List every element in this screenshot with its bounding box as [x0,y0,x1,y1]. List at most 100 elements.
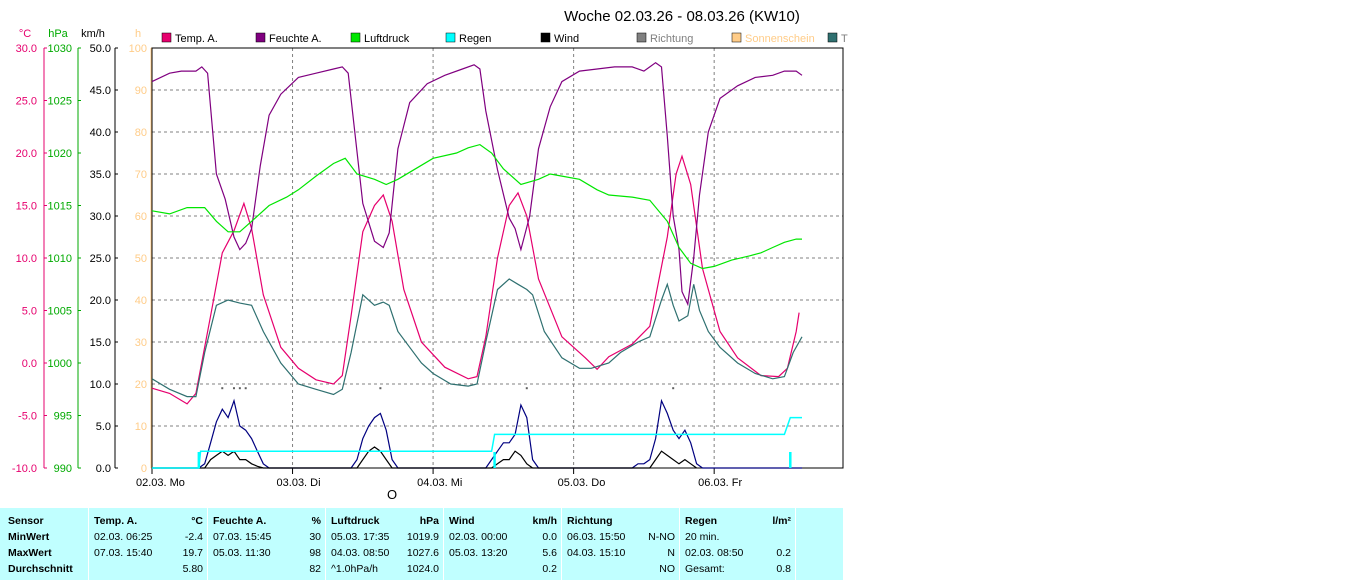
stats-min-time: 05.03. 17:35 [331,531,390,543]
legend-swatch-0 [161,32,172,43]
stats-min-time: 02.03. 00:00 [449,531,508,543]
stats-max-value: 19.7 [182,547,203,559]
direction-dot [525,387,528,390]
chart-title: Woche 02.03.26 - 08.03.26 (KW10) [564,8,800,25]
stats-column-3: Wind km/h 02.03. 00:00 0.0 05.03. 13:20 5.6 0.… [444,508,562,580]
stats-avg-label: Gesamt: [685,563,725,575]
axis-tick-press: 1010 [48,253,72,265]
legend-label-5: Richtung [650,33,693,45]
axis-tick-temp: 30.0 [16,43,37,55]
plot-area [151,61,803,469]
stats-col-name: Wind [449,515,475,527]
axis-tick-wind: 45.0 [90,85,111,97]
stats-min-value: N-NO [648,531,675,543]
direction-dot [672,387,675,390]
direction-dot [221,387,224,390]
stats-col-name: Temp. A. [94,515,138,527]
row-label-sensor: Sensor [8,515,44,527]
stats-column-0: Temp. A. °C 02.03. 06:25 -2.4 07.03. 15:40 19… [89,508,208,580]
axis-tick-pct: 90 [135,85,147,97]
legend-label-0: Temp. A. [175,33,218,45]
stats-avg-value: 1024.0 [406,563,439,575]
stats-table: Sensor MinWert MaxWert Durchschnitt Temp… [0,508,843,580]
axis-tick-pct: 30 [135,337,147,349]
stats-column-2: Luftdruck hPa 05.03. 17:35 1019.9 04.03. 08:… [326,508,444,580]
axis-tick-temp: 20.0 [16,148,37,160]
stats-avg-value: NO [659,563,675,575]
stats-min-time: 07.03. 15:45 [213,531,272,543]
axis-tick-wind: 0.0 [96,463,111,475]
stats-min-time: 20 min. [685,531,720,543]
x-tick-label: 03.03. Di [277,477,321,489]
row-label-avg: Durchschnitt [8,563,73,575]
stats-col-name: Regen [685,515,718,527]
stats-min-value: 0.0 [542,531,557,543]
stats-avg-label: ^1.0hPa/h [331,563,378,575]
stats-col-unit: hPa [419,515,439,527]
stats-column-4: Richtung 06.03. 15:50 N-NO 04.03. 15:10 N NO [562,508,680,580]
axis-tick-wind: 10.0 [90,379,111,391]
direction-dot [238,387,241,390]
grid [151,47,844,469]
axis-unit-0: °C [19,28,31,40]
axis-tick-press: 1020 [48,148,72,160]
axis-tick-pct: 40 [135,295,147,307]
series-line-t [151,278,803,398]
stats-avg-value: 0.8 [776,563,791,575]
stats-max-time: 04.03. 15:10 [567,547,626,559]
series-line-regen [152,416,802,469]
stats-min-value: 1019.9 [406,531,439,543]
stats-max-value: 5.6 [542,547,557,559]
legend-label-3: Regen [459,33,491,45]
axis-unit-2: km/h [81,28,105,40]
stats-avg-value: 0.2 [542,563,557,575]
legend-swatch-3 [445,32,456,43]
axis-tick-pct: 70 [135,169,147,181]
legend-swatch-7 [827,32,838,43]
axis-tick-wind: 30.0 [90,211,111,223]
stats-col-unit: °C [191,515,203,527]
stats-column-1: Feuchte A.% 07.03. 15:45 30 05.03. 11:30 98 8… [208,508,326,580]
legend-swatch-2 [350,32,361,43]
axis-tick-wind: 35.0 [90,169,111,181]
stats-col-name: Luftdruck [331,515,380,527]
stats-col-name: Richtung [567,515,613,527]
axis-tick-wind: 40.0 [90,127,111,139]
direction-dot [379,387,382,390]
axis-tick-temp: 15.0 [16,201,37,213]
stats-min-time: 02.03. 06:25 [94,531,153,543]
series-line-luftdruck [151,143,802,270]
stats-max-time: 04.03. 08:50 [331,547,390,559]
row-labels-column: Sensor MinWert MaxWert Durchschnitt [0,508,89,580]
axis-tick-pct: 60 [135,211,147,223]
stats-avg-value: 82 [309,563,321,575]
stats-col-name: Feuchte A. [213,515,267,527]
row-label-min: MinWert [8,531,50,543]
axis-tick-pct: 50 [135,253,147,265]
weather-chart: Woche 02.03.26 - 08.03.26 (KW10) Temp. A… [12,8,848,502]
stats-max-time: 02.03. 08:50 [685,547,744,559]
legend: Temp. A. Feuchte A. Luftdruck Regen Wind Rich… [161,32,848,45]
axis-tick-wind: 25.0 [90,253,111,265]
series-line-wind2 [152,446,697,469]
axis-tick-press: 990 [54,463,72,475]
stats-avg-value: 5.80 [182,563,203,575]
legend-swatch-1 [255,32,266,43]
stats-min-time: 06.03. 15:50 [567,531,626,543]
legend-label-2: Luftdruck [364,33,410,45]
stats-max-value: 98 [309,547,321,559]
axis-tick-wind: 20.0 [90,295,111,307]
axis-tick-press: 995 [54,411,72,423]
stats-min-value: 30 [309,531,321,543]
axis-tick-temp: 0.0 [22,358,37,370]
stats-max-value: 0.2 [776,547,791,559]
direction-dot [244,387,247,390]
stats-column-empty [796,508,843,580]
legend-label-7: T [841,33,848,45]
axis-tick-press: 1025 [48,96,72,108]
stats-column-5: Regen l/m² 20 min. 02.03. 08:50 0.2 Gesamt: 0.… [680,508,796,580]
stats-max-value: 1027.6 [406,547,439,559]
row-label-max: MaxWert [8,547,52,559]
axis-tick-press: 1030 [48,43,72,55]
axis-tick-wind: 5.0 [96,421,111,433]
